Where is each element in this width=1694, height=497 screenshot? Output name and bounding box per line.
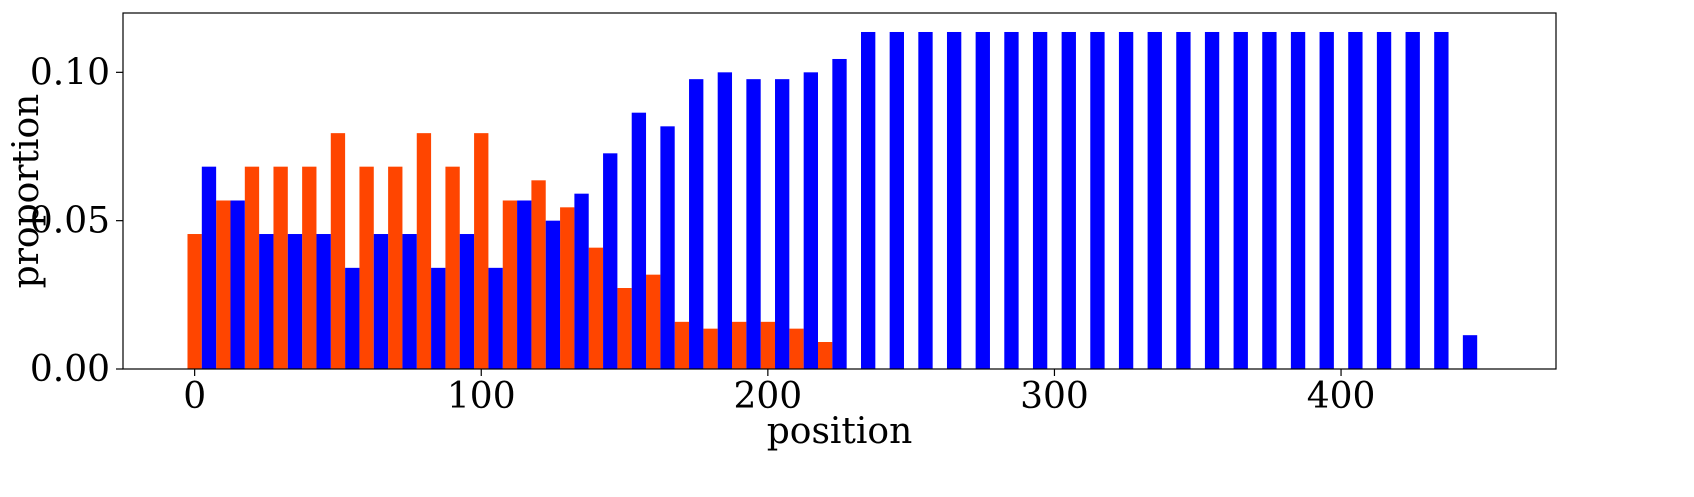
bar-s1-44	[1462, 335, 1478, 369]
bar-s0-1	[216, 200, 231, 369]
x-tick-label: 100	[447, 376, 516, 417]
bar-s1-1	[230, 200, 245, 369]
bar-s1-31	[1090, 31, 1105, 370]
bar-s0-9	[445, 166, 460, 369]
bar-s1-4	[316, 234, 331, 369]
bar-s1-13	[574, 193, 589, 369]
bar-s1-42	[1405, 31, 1420, 370]
bar-s1-25	[918, 31, 933, 370]
bar-s0-16	[646, 274, 661, 369]
bar-s1-6	[373, 234, 389, 369]
y-axis: 0.00 0.05 0.10	[30, 52, 123, 390]
bar-s1-43	[1434, 31, 1449, 370]
bar-s1-19	[746, 79, 761, 369]
bar-s1-29	[1032, 31, 1048, 370]
bar-s1-8	[431, 267, 446, 369]
x-tick-label: 300	[1020, 376, 1089, 417]
y-tick-label: 0.10	[30, 52, 110, 93]
plot-frame	[122, 12, 1557, 370]
bar-s0-11	[502, 200, 518, 369]
bar-s1-40	[1348, 31, 1363, 370]
bar-s1-28	[1004, 31, 1019, 370]
bar-s1-30	[1061, 31, 1076, 370]
bar-s0-4	[302, 166, 317, 369]
bar-s0-3	[273, 166, 288, 369]
x-axis-title: position	[767, 411, 913, 452]
bar-s1-11	[517, 200, 532, 369]
bar-s0-13	[560, 207, 575, 369]
bar-s0-22	[818, 342, 833, 369]
bar-s1-0	[201, 166, 217, 369]
bar-s1-27	[975, 31, 990, 370]
bar-s0-0	[187, 234, 202, 369]
y-tick-label: 0.05	[30, 201, 110, 242]
x-tick-label: 0	[183, 376, 206, 417]
bar-s1-23	[861, 31, 876, 370]
x-tick-label: 400	[1307, 376, 1376, 417]
bar-s1-24	[889, 31, 904, 370]
bar-s0-21	[789, 328, 804, 369]
bar-s1-9	[459, 234, 475, 369]
bar-s0-20	[760, 321, 776, 369]
bar-s1-20	[775, 79, 790, 369]
y-axis-title: proportion	[6, 94, 47, 289]
bar-s1-34	[1176, 31, 1191, 370]
bar-s1-12	[545, 220, 561, 369]
bar-s0-19	[732, 321, 747, 369]
x-axis: 0 100 200 300 400	[183, 369, 1375, 417]
bar-s0-15	[617, 288, 632, 369]
bar-s1-10	[488, 267, 503, 369]
bar-s1-21	[803, 72, 818, 369]
bar-s1-2	[259, 234, 274, 369]
bar-s1-7	[402, 234, 417, 369]
bar-s1-33	[1147, 31, 1162, 370]
bar-s0-14	[588, 247, 604, 369]
bar-s1-22	[832, 58, 847, 369]
bar-s0-2	[244, 166, 260, 369]
bars-layer	[187, 31, 1478, 370]
bar-s1-26	[946, 31, 962, 370]
bar-s1-16	[660, 126, 675, 369]
bar-s1-5	[345, 267, 360, 369]
bar-s1-37	[1262, 31, 1277, 370]
bar-s0-10	[474, 133, 489, 369]
y-tick-label: 0.00	[30, 349, 110, 390]
bar-s0-12	[531, 180, 546, 369]
bar-s1-14	[603, 153, 618, 369]
bar-s1-3	[287, 234, 303, 369]
bar-s1-35	[1204, 31, 1220, 370]
bar-s1-36	[1233, 31, 1248, 370]
bar-s1-17	[689, 79, 704, 369]
bar-s1-18	[717, 72, 733, 369]
bar-s1-39	[1319, 31, 1334, 370]
bar-s1-41	[1376, 31, 1392, 370]
bar-s0-6	[359, 166, 374, 369]
bar-s0-7	[388, 166, 403, 369]
bar-s0-18	[703, 328, 718, 369]
bar-s1-32	[1118, 31, 1134, 370]
bar-s0-17	[674, 321, 690, 369]
bar-s1-15	[631, 112, 647, 370]
bar-s1-38	[1290, 31, 1306, 370]
bar-s0-8	[416, 133, 432, 369]
x-tick-label: 200	[733, 376, 802, 417]
bar-s0-5	[330, 133, 346, 369]
